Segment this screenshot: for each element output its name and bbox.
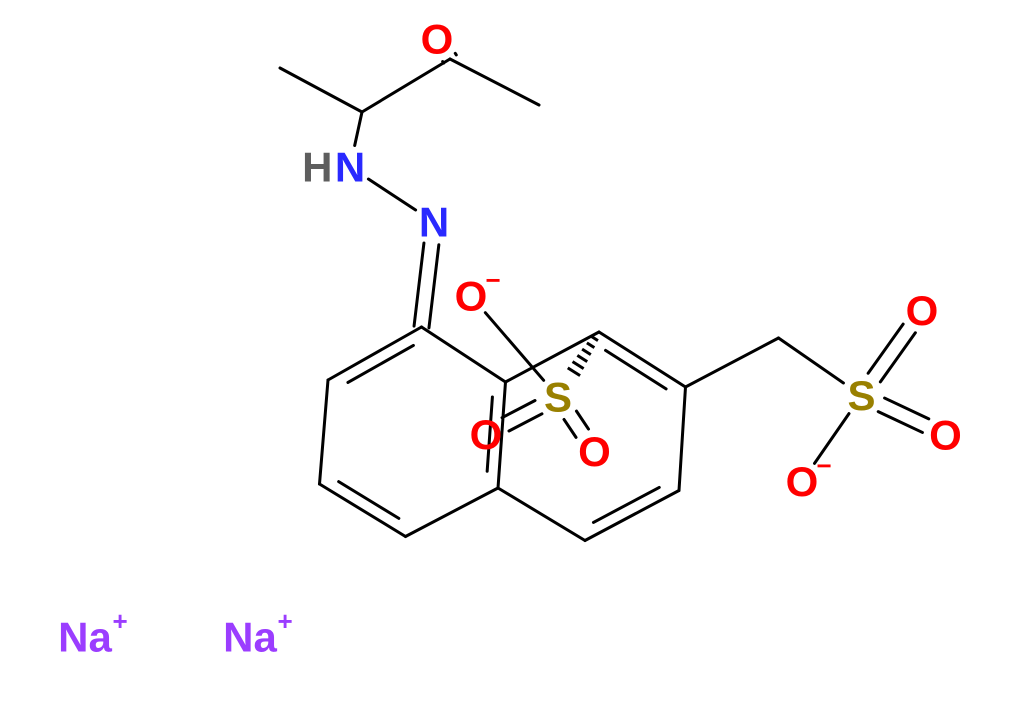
svg-text:N: N (335, 144, 365, 191)
svg-text:Na: Na (223, 614, 277, 661)
atom-o: O (578, 428, 611, 475)
svg-text:O: O (421, 16, 454, 63)
svg-text:O: O (786, 458, 819, 505)
svg-text:O: O (929, 412, 962, 459)
svg-text:O: O (906, 287, 939, 334)
atom-s: S (847, 372, 875, 419)
atom-na: Na+ (223, 606, 293, 660)
svg-text:−: − (817, 451, 832, 481)
svg-text:O: O (470, 411, 503, 458)
svg-text:Na: Na (58, 614, 112, 661)
atom-o: O− (455, 265, 501, 319)
svg-text:+: + (113, 606, 128, 636)
svg-text:S: S (847, 372, 875, 419)
svg-text:S: S (544, 374, 572, 421)
atom-o: O (470, 411, 503, 458)
svg-text:O: O (578, 428, 611, 475)
svg-text:O: O (455, 273, 488, 320)
svg-text:H: H (302, 144, 332, 191)
svg-text:−: − (486, 265, 501, 295)
atom-o: O (929, 412, 962, 459)
atom-na: Na+ (58, 606, 128, 660)
svg-text:N: N (419, 199, 449, 246)
atom-s: S (544, 374, 572, 421)
atom-o: O− (786, 451, 832, 505)
svg-text:+: + (278, 606, 293, 636)
atom-o: O (906, 287, 939, 334)
atom-o: O (421, 16, 454, 63)
atom-n: N (419, 199, 449, 246)
atom-n: NH (302, 144, 365, 191)
